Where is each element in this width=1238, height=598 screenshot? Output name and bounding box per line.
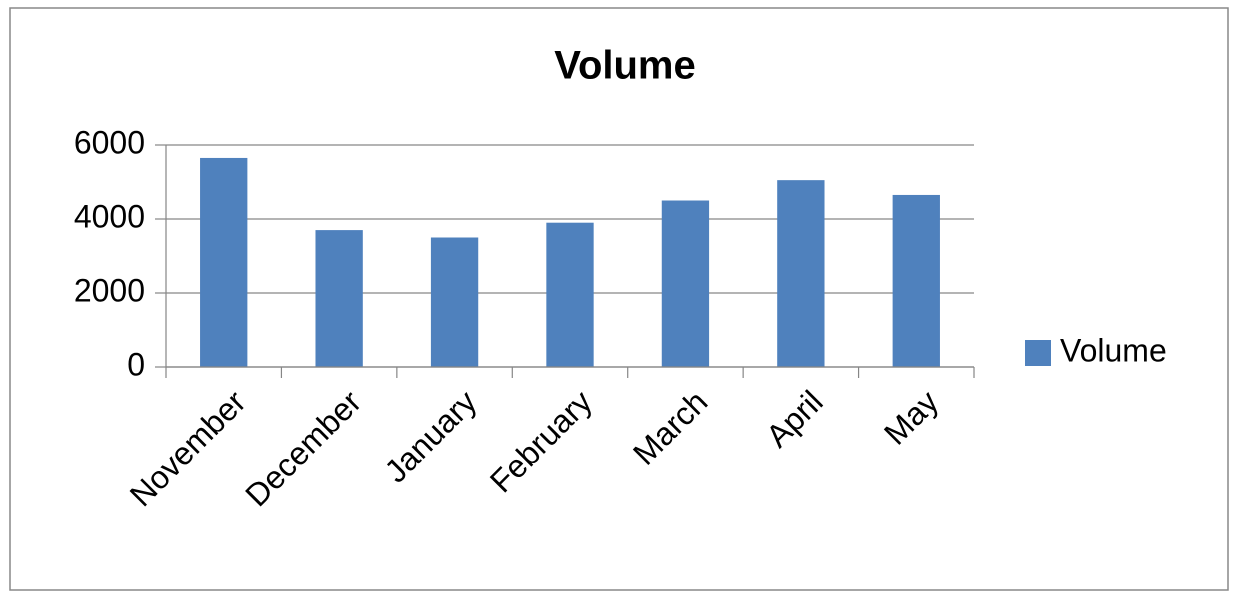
legend-label: Volume (1060, 332, 1167, 368)
bar (892, 194, 940, 367)
y-tick-label: 4000 (74, 198, 145, 234)
y-tick-label: 6000 (74, 124, 145, 160)
legend-swatch (1025, 340, 1051, 366)
y-tick-label: 0 (127, 346, 145, 382)
bar (777, 180, 825, 367)
bar (430, 237, 479, 367)
bar (315, 230, 363, 367)
chart-border (9, 7, 1229, 591)
bar (200, 157, 248, 367)
chart-title: Volume (554, 44, 696, 88)
y-tick-label: 2000 (74, 272, 145, 308)
bar (661, 200, 710, 367)
bar (546, 222, 594, 367)
